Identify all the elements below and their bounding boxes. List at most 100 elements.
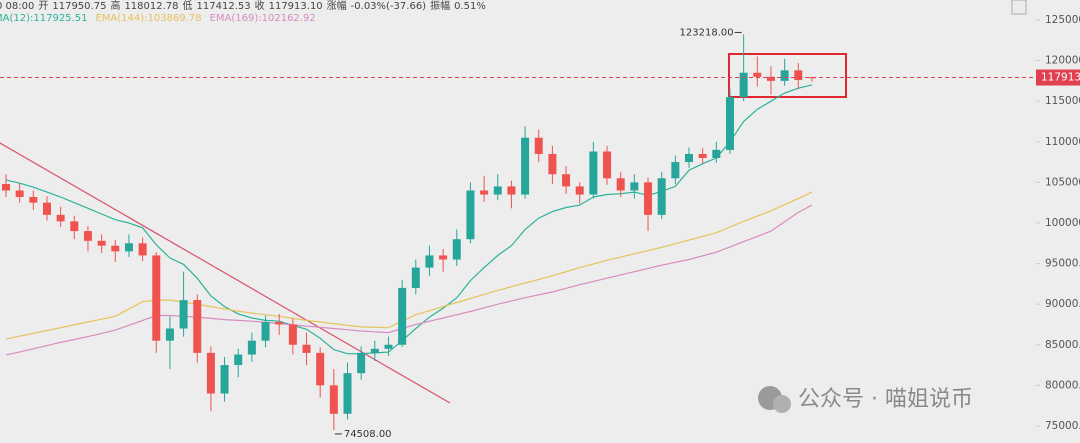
candle-body xyxy=(42,202,51,215)
candle-body xyxy=(302,344,311,353)
candle-body xyxy=(589,151,598,195)
candle-body xyxy=(657,178,666,215)
y-tick-label: 85000.00 xyxy=(1045,339,1080,351)
candle-body xyxy=(575,186,584,195)
candle-body xyxy=(398,287,407,345)
candle-body xyxy=(247,340,256,355)
candle-body xyxy=(507,186,516,195)
legend-entry: EMA(144):103869.78 xyxy=(95,13,201,24)
candle-body xyxy=(644,182,653,215)
header-item: 117950.75 xyxy=(52,1,106,12)
candle-body xyxy=(138,243,147,256)
y-tick-label: 115000.00 xyxy=(1045,95,1080,107)
candle-body xyxy=(316,352,325,386)
candle-body xyxy=(712,149,721,159)
legend-entry: EMA(169):102162.92 xyxy=(210,13,316,24)
candle-body xyxy=(2,183,10,191)
candle-body xyxy=(343,373,352,414)
wechat-icon xyxy=(773,395,791,413)
candle-body xyxy=(275,322,284,325)
candle-body xyxy=(411,267,420,288)
candle-body xyxy=(220,365,229,394)
candle-body xyxy=(165,328,174,341)
high-label: 123218.00 xyxy=(680,27,734,38)
y-tick-label: 80000.00 xyxy=(1045,379,1080,391)
y-tick-label: 105000.00 xyxy=(1045,176,1080,188)
candle-body xyxy=(534,137,543,154)
candle-body xyxy=(616,178,625,191)
header-item: 振幅 xyxy=(430,0,450,12)
candle-body xyxy=(603,151,612,179)
candle-body xyxy=(29,196,38,203)
candle-body xyxy=(521,137,530,195)
candle-body xyxy=(261,322,270,341)
candle-body xyxy=(288,324,297,345)
candle-body xyxy=(780,70,789,81)
candle-body xyxy=(671,162,680,179)
candle-body xyxy=(562,174,571,187)
legend: MA(12):117925.51 EMA(144):103869.78 EMA(16… xyxy=(0,13,316,24)
highlight-box xyxy=(728,53,847,98)
last-price-label: 117913. xyxy=(1041,72,1080,84)
candle-body xyxy=(452,239,461,260)
candle-body xyxy=(329,385,338,414)
candle-body xyxy=(753,72,762,77)
candle-body xyxy=(698,153,707,159)
candle-body xyxy=(466,190,475,240)
watermark-text: 公众号 · 喵姐说币 xyxy=(798,387,973,412)
candle-body xyxy=(15,190,24,197)
fullscreen-icon[interactable] xyxy=(1011,0,1027,15)
header-item: -0.03%(-37.66) xyxy=(351,1,427,12)
candle-body xyxy=(739,72,748,98)
header-item: 开 xyxy=(38,1,48,12)
candle-body xyxy=(357,352,366,374)
ema-line xyxy=(5,84,813,355)
header-item: 0 08:00 xyxy=(0,1,34,12)
candle-body xyxy=(766,76,775,81)
header-item: 118012.78 xyxy=(124,1,178,12)
y-tick-label: 95000.00 xyxy=(1045,258,1080,270)
header-item: 涨幅 xyxy=(327,0,347,12)
candle-body xyxy=(56,214,65,222)
candle-body xyxy=(493,186,502,195)
y-tick-label: 100000.00 xyxy=(1045,217,1080,229)
header-item: 收 xyxy=(255,0,265,12)
y-tick-label: 120000.00 xyxy=(1045,55,1080,67)
candle-body xyxy=(234,354,243,366)
y-tick-label: 90000.00 xyxy=(1045,298,1080,310)
y-tick-label: 75000.00 xyxy=(1045,420,1080,432)
watermark: 公众号 · 喵姐说币 xyxy=(758,386,973,413)
candle-body xyxy=(725,97,734,150)
header-item: 117913.10 xyxy=(269,1,323,12)
candle-body xyxy=(630,182,639,191)
low-label: 74508.00 xyxy=(344,429,392,440)
candle-body xyxy=(124,243,133,252)
candle-body xyxy=(111,245,120,252)
candle-body xyxy=(548,153,557,175)
candle-body xyxy=(193,300,202,353)
candle-body xyxy=(370,348,379,353)
candle-body xyxy=(152,255,161,341)
candle-body xyxy=(480,190,489,195)
candle-body xyxy=(439,255,448,260)
header-item: 117412.53 xyxy=(197,1,251,12)
ema-line xyxy=(5,204,813,356)
candle-body xyxy=(83,231,92,241)
legend-entry: MA(12):117925.51 xyxy=(0,13,87,24)
last-price-tag xyxy=(1036,69,1080,86)
candle-body xyxy=(685,153,693,163)
header: 0 08:00 开 117950.75 高 118012.78 低 117412.53 收 11… xyxy=(0,0,486,12)
candle-body xyxy=(384,344,393,349)
y-tick-label: 125000.00 xyxy=(1045,14,1080,26)
candle-body xyxy=(794,70,803,81)
candle-body xyxy=(70,221,79,232)
candle-body xyxy=(97,240,106,246)
y-tick-label: 110000.00 xyxy=(1045,136,1080,148)
header-item: 0.51% xyxy=(454,1,486,12)
candle-body xyxy=(425,255,434,268)
header-item: 高 xyxy=(110,0,120,12)
ema-line xyxy=(5,191,813,340)
